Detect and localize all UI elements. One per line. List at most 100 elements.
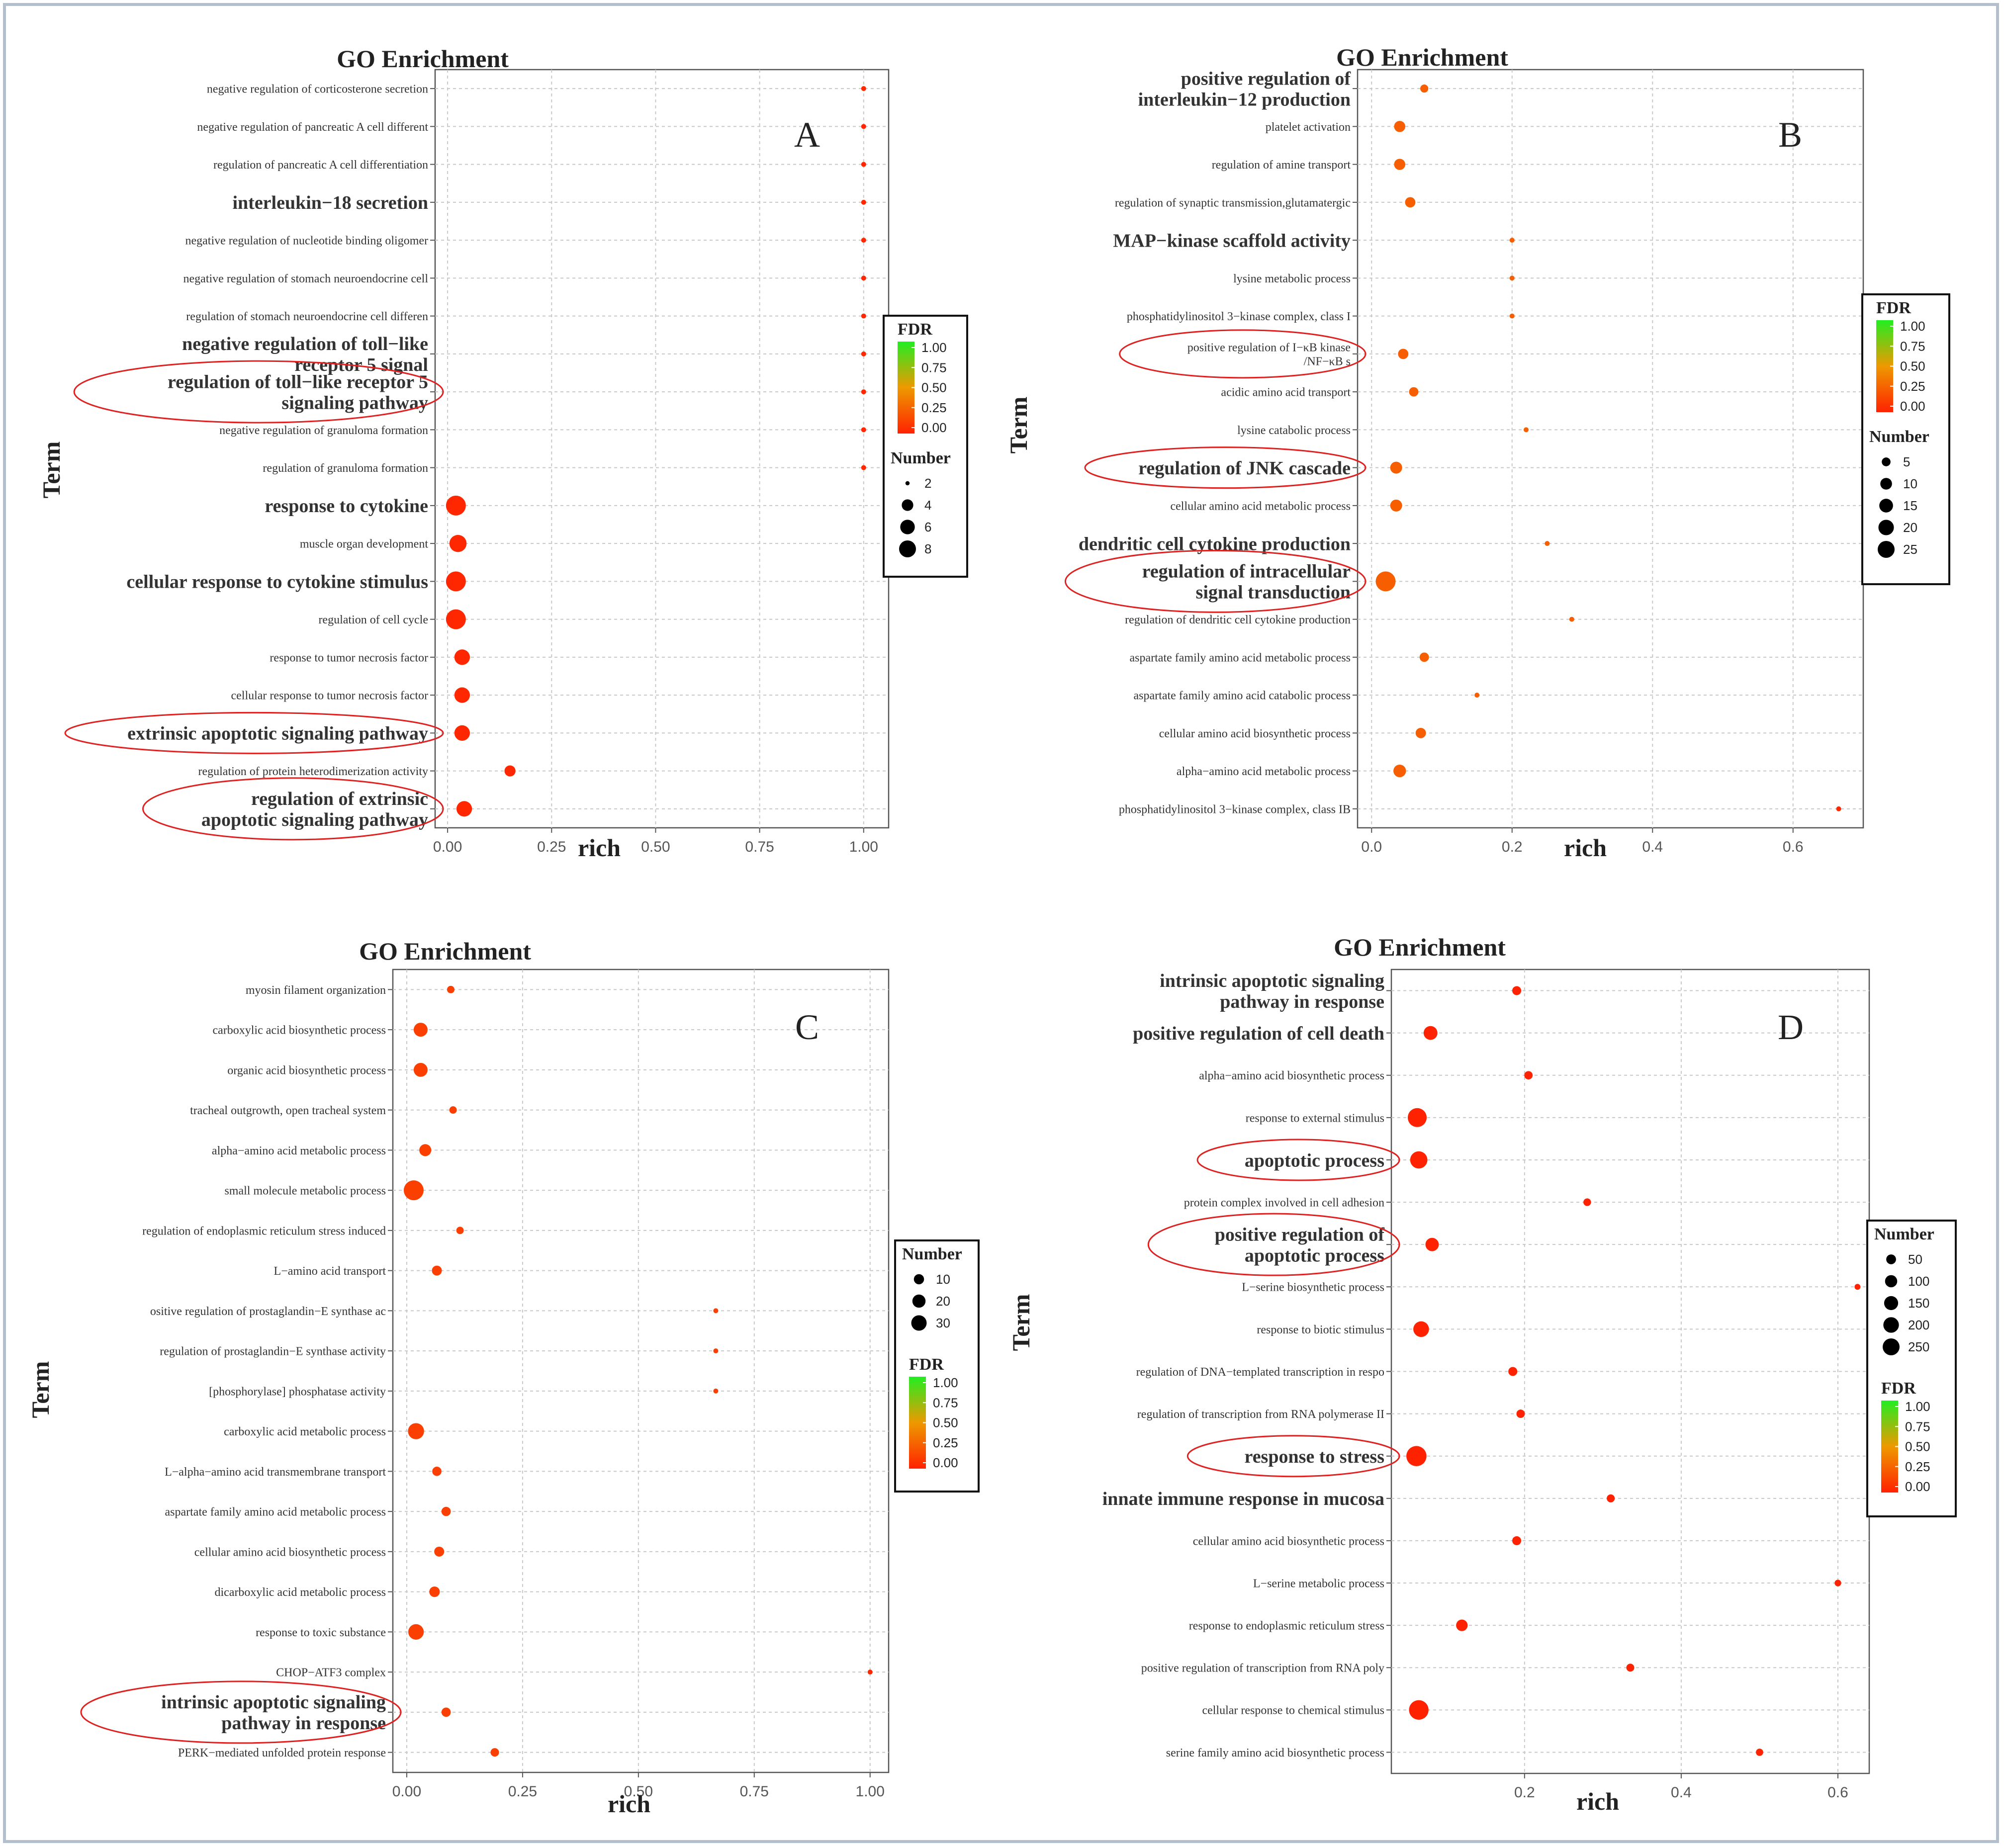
size-legend-label: 20 [1903, 520, 1917, 535]
term-label: lysine metabolic process [1233, 272, 1351, 285]
data-point [1524, 427, 1529, 433]
term-label: positive regulation of transcription fro… [1141, 1662, 1384, 1675]
fdr-legend-label: 1.00 [1900, 319, 1925, 334]
term-label: regulation of protein heterodimerization… [198, 765, 428, 778]
term-label: /NF−κB s [1304, 355, 1351, 368]
term-label: response to biotic stimulus [1257, 1323, 1384, 1336]
size-legend-dot [1879, 499, 1893, 513]
term-label: L−amino acid transport [274, 1265, 386, 1278]
data-point [1474, 693, 1480, 698]
highlight-ellipse [73, 360, 444, 424]
highlight-ellipse [80, 1680, 402, 1744]
fdr-legend-label: 1.00 [921, 340, 947, 355]
size-legend-title: Number [1869, 428, 1929, 446]
figure-border [3, 3, 1999, 1843]
data-point [441, 1707, 451, 1717]
fdr-legend-label: 0.50 [1905, 1439, 1930, 1454]
highlight-ellipse [1147, 1213, 1400, 1276]
term-label: extrinsic apoptotic signaling pathway [127, 723, 428, 744]
size-legend-label: 10 [1903, 476, 1917, 491]
size-legend-dot [899, 540, 916, 557]
fdr-legend-title: FDR [1876, 299, 1911, 317]
term-label: [phosphorylase] phosphatase activity [209, 1385, 386, 1398]
data-point [449, 1106, 457, 1114]
fdr-legend-label: 1.00 [1905, 1399, 1930, 1414]
data-point [1607, 1494, 1615, 1502]
data-point [408, 1624, 424, 1640]
term-label: pathway in response [221, 1713, 386, 1734]
chart-title: GO Enrichment [1334, 933, 1506, 961]
data-point [713, 1388, 719, 1394]
plot-frame [434, 69, 890, 829]
panel-b: GO Enrichment B 0.0 0.2 0.4 0.6 rich Term positi… [1004, 43, 1950, 862]
fdr-legend-label: 0.25 [1905, 1459, 1930, 1474]
term-label: cellular amino acid biosynthetic process [1193, 1535, 1384, 1548]
data-point [434, 1546, 445, 1557]
x-tick-label: 0.75 [745, 839, 774, 855]
term-label: regulation of JNK cascade [1138, 458, 1351, 479]
data-point [441, 1506, 451, 1516]
size-legend-dot [1882, 457, 1891, 466]
data-point [1516, 1409, 1525, 1418]
data-point [413, 1062, 428, 1077]
size-legend-label: 25 [1903, 542, 1917, 557]
term-label: cellular amino acid metabolic process [1170, 500, 1351, 513]
fdr-legend-title: FDR [898, 320, 932, 339]
size-legend-title: Number [902, 1245, 962, 1263]
panel-label: C [795, 1007, 819, 1047]
term-label: response to tumor necrosis factor [270, 651, 428, 664]
data-point [1394, 159, 1406, 170]
term-label: MAP−kinase scaffold activity [1113, 230, 1351, 251]
size-legend-dot [913, 1274, 924, 1285]
size-legend-label: 30 [936, 1316, 950, 1330]
data-point [1756, 1749, 1763, 1756]
term-label: innate immune response in mucosa [1102, 1489, 1384, 1509]
x-tick-label: 0.2 [1502, 839, 1523, 855]
size-legend-label: 6 [924, 520, 931, 534]
data-point [1512, 1536, 1522, 1545]
panel-d: GO Enrichment D 0.2 0.4 0.6 rich Term intrinsic… [1007, 933, 1957, 1815]
panel-label: A [794, 115, 820, 155]
x-tick-label: 0.50 [641, 839, 670, 855]
size-legend-label: 50 [1908, 1252, 1922, 1267]
size-legend-label: 10 [936, 1272, 950, 1287]
size-legend-dot [1883, 1317, 1899, 1333]
x-tick-label: 0.2 [1514, 1784, 1535, 1801]
term-label: L−serine biosynthetic process [1242, 1281, 1384, 1294]
data-point [449, 534, 467, 552]
term-label: apoptotic process [1245, 1245, 1384, 1266]
data-point [1509, 238, 1515, 243]
data-point [1405, 197, 1416, 208]
x-tick-label: 0.4 [1671, 1784, 1692, 1801]
data-point [1456, 1619, 1468, 1631]
term-label: phosphatidylinositol 3−kinase complex, c… [1127, 310, 1351, 323]
term-label: PERK−mediated unfolded protein response [178, 1747, 386, 1760]
data-point [1390, 499, 1402, 512]
size-legend-dot [902, 499, 913, 511]
data-point [861, 313, 866, 319]
term-label: organic acid biosynthetic process [227, 1064, 386, 1077]
data-point [1626, 1664, 1635, 1672]
fdr-legend-label: 0.50 [933, 1415, 958, 1430]
term-label: regulation of extrinsic [251, 789, 428, 809]
size-legend-dot [900, 520, 915, 534]
data-point [446, 571, 466, 592]
term-label: serine family amino acid biosynthetic pr… [1166, 1747, 1384, 1760]
panel-a: GO Enrichment A 0.00 0.25 0.50 0.75 1.00 rich Te… [37, 45, 968, 862]
fdr-legend-label: 0.75 [1905, 1419, 1930, 1434]
data-point [861, 86, 866, 91]
term-label: L−serine metabolic process [1253, 1577, 1384, 1590]
term-label: negative regulation of corticosterone se… [207, 83, 428, 96]
term-label: regulation of toll−like receptor 5 [168, 371, 428, 392]
data-point [1583, 1198, 1591, 1206]
y-axis-title: Term [37, 441, 65, 499]
highlight-ellipse [1064, 549, 1366, 613]
x-tick-label: 0.6 [1783, 839, 1804, 855]
size-legend-label: 150 [1908, 1296, 1929, 1311]
data-point [1509, 275, 1515, 281]
data-point [1415, 727, 1426, 738]
term-label: L−alpha−amino acid transmembrane transpo… [165, 1466, 386, 1479]
data-point [1836, 806, 1841, 811]
term-label: dicarboxylic acid metabolic process [214, 1586, 386, 1599]
data-point [1512, 986, 1522, 995]
